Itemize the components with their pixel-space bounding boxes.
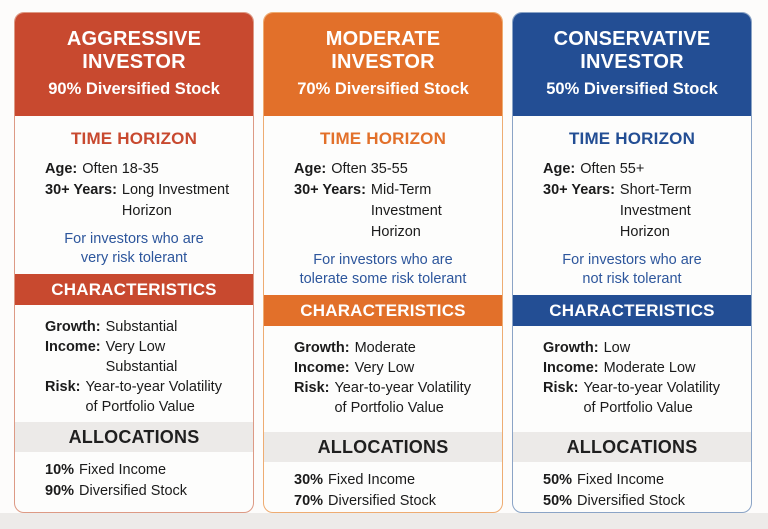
row-value: Mid-Term Investment Horizon (370, 182, 442, 240)
growth-row: Growth: Substantial (45, 317, 245, 337)
row-value: Very Low Substantial (105, 339, 178, 375)
risk-row: Risk: Year-to-year Volatility of Portfol… (543, 378, 743, 418)
diversified-stock-row: 50% Diversified Stock (543, 491, 743, 512)
row-value: Diversified Stock (328, 493, 437, 509)
row-label: Income: (543, 360, 599, 376)
row-value: Low (603, 340, 631, 356)
card-moderate-investor: MODERATE INVESTOR 70% Diversified Stock … (263, 12, 503, 513)
age-row: Age: Often 18-35 (45, 159, 245, 180)
row-label: 30% (294, 472, 324, 488)
characteristics-rows: Growth: Moderate Income: Very Low Risk: … (264, 338, 502, 428)
row-value: Often 55+ (580, 161, 645, 177)
time-horizon-rows: Age: Often 55+ 30+ Years: Short-Term Inv… (513, 159, 751, 243)
row-label: Growth: (45, 319, 101, 335)
row-value: Year-to-year Volatility of Portfolio Val… (334, 380, 471, 416)
allocations-heading: ALLOCATIONS (15, 422, 253, 452)
fixed-income-row: 10% Fixed Income (45, 460, 245, 481)
years-row: 30+ Years: Mid-Term Investment Horizon (294, 180, 494, 243)
diversified-stock-row: 70% Diversified Stock (294, 491, 494, 512)
row-label: Risk: (543, 380, 579, 396)
row-label: Growth: (543, 340, 599, 356)
card-header: MODERATE INVESTOR 70% Diversified Stock (264, 13, 502, 116)
allocations-heading: ALLOCATIONS (513, 432, 751, 462)
risk-tolerance-note: For investors who are tolerate some risk… (299, 252, 467, 287)
time-horizon-heading: TIME HORIZON (70, 129, 198, 148)
time-horizon-heading: TIME HORIZON (568, 129, 696, 148)
card-subtitle: 90% Diversified Stock (48, 80, 220, 98)
row-label: 90% (45, 483, 75, 499)
allocations-rows: 10% Fixed Income 90% Diversified Stock (15, 460, 253, 502)
row-label: 10% (45, 462, 75, 478)
row-value: Short-Term Investment Horizon (619, 182, 692, 240)
income-row: Income: Very Low Substantial (45, 337, 245, 377)
row-value: Fixed Income (577, 472, 665, 488)
row-label: Risk: (45, 379, 81, 395)
row-label: 50% (543, 493, 573, 509)
investor-cards-row: AGGRESSIVE INVESTOR 90% Diversified Stoc… (14, 12, 752, 513)
row-label: Income: (45, 339, 101, 355)
row-label: Risk: (294, 380, 330, 396)
risk-row: Risk: Year-to-year Volatility of Portfol… (45, 377, 245, 417)
row-label: Age: (294, 161, 327, 177)
card-title: CONSERVATIVE INVESTOR (553, 28, 711, 73)
diversified-stock-row: 90% Diversified Stock (45, 481, 245, 502)
row-value: Fixed Income (79, 462, 167, 478)
age-row: Age: Often 35-55 (294, 159, 494, 180)
card-conservative-investor: CONSERVATIVE INVESTOR 50% Diversified St… (512, 12, 752, 513)
row-value: Moderate Low (603, 360, 696, 376)
risk-tolerance-note: For investors who are very risk tolerant (64, 231, 204, 266)
row-value: Moderate (354, 340, 416, 356)
card-header: AGGRESSIVE INVESTOR 90% Diversified Stoc… (15, 13, 253, 116)
time-horizon-heading: TIME HORIZON (319, 129, 447, 148)
fixed-income-row: 30% Fixed Income (294, 470, 494, 491)
years-row: 30+ Years: Short-Term Investment Horizon (543, 180, 743, 243)
income-row: Income: Very Low (294, 358, 494, 378)
row-label: Growth: (294, 340, 350, 356)
allocations-heading: ALLOCATIONS (264, 432, 502, 462)
row-value: Very Low (354, 360, 415, 376)
card-title: AGGRESSIVE INVESTOR (66, 28, 202, 73)
row-label: 70% (294, 493, 324, 509)
row-value: Diversified Stock (79, 483, 188, 499)
characteristics-rows: Growth: Substantial Income: Very Low Sub… (15, 317, 253, 418)
row-label: Income: (294, 360, 350, 376)
card-header: CONSERVATIVE INVESTOR 50% Diversified St… (513, 13, 751, 116)
years-row: 30+ Years: Long Investment Horizon (45, 180, 245, 222)
row-value: Often 18-35 (82, 161, 159, 177)
row-label: 30+ Years: (294, 182, 366, 198)
row-value: Diversified Stock (577, 493, 686, 509)
row-label: 30+ Years: (45, 182, 117, 198)
row-label: Age: (543, 161, 576, 177)
characteristics-rows: Growth: Low Income: Moderate Low Risk: Y… (513, 338, 751, 428)
row-value: Year-to-year Volatility of Portfolio Val… (85, 379, 222, 415)
row-value: Long Investment Horizon (121, 182, 230, 219)
risk-tolerance-note: For investors who are not risk tolerant (562, 252, 702, 287)
income-row: Income: Moderate Low (543, 358, 743, 378)
growth-row: Growth: Moderate (294, 338, 494, 358)
time-horizon-rows: Age: Often 18-35 30+ Years: Long Investm… (15, 159, 253, 222)
row-label: 30+ Years: (543, 182, 615, 198)
allocations-rows: 30% Fixed Income 70% Diversified Stock (264, 470, 502, 512)
row-value: Often 35-55 (331, 161, 408, 177)
characteristics-heading: CHARACTERISTICS (264, 295, 502, 326)
row-label: Age: (45, 161, 78, 177)
row-value: Year-to-year Volatility of Portfolio Val… (583, 380, 720, 416)
risk-row: Risk: Year-to-year Volatility of Portfol… (294, 378, 494, 418)
allocations-rows: 50% Fixed Income 50% Diversified Stock (513, 470, 751, 512)
row-value: Substantial (105, 319, 178, 335)
time-horizon-rows: Age: Often 35-55 30+ Years: Mid-Term Inv… (264, 159, 502, 243)
page-footer-strip (0, 513, 768, 529)
characteristics-heading: CHARACTERISTICS (513, 295, 751, 326)
card-subtitle: 70% Diversified Stock (297, 80, 469, 98)
card-subtitle: 50% Diversified Stock (546, 80, 718, 98)
card-title: MODERATE INVESTOR (325, 28, 441, 73)
age-row: Age: Often 55+ (543, 159, 743, 180)
row-label: 50% (543, 472, 573, 488)
characteristics-heading: CHARACTERISTICS (15, 274, 253, 305)
growth-row: Growth: Low (543, 338, 743, 358)
card-aggressive-investor: AGGRESSIVE INVESTOR 90% Diversified Stoc… (14, 12, 254, 513)
fixed-income-row: 50% Fixed Income (543, 470, 743, 491)
row-value: Fixed Income (328, 472, 416, 488)
